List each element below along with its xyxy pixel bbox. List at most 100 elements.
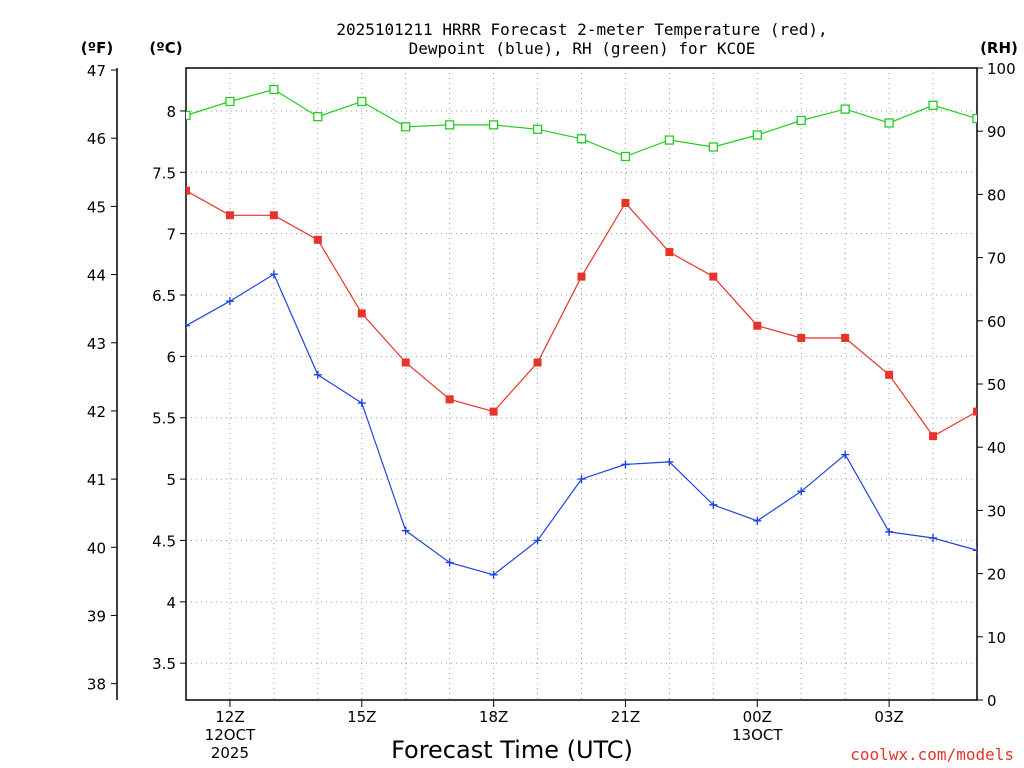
dewpoint-point [313,370,322,379]
dewpoint-point [973,546,977,555]
celsius-tick-label: 8 [166,103,176,121]
dewpoint-point [621,460,630,469]
rh-tick-label: 20 [987,566,1006,584]
rh-point [972,113,977,124]
fahrenheit-tick-label: 41 [87,471,106,489]
dewpoint-point [401,526,410,535]
temperature-point [533,358,542,367]
x-tick-label: 03Z [874,708,903,726]
rh-point [401,122,411,132]
fahrenheit-tick-label: 42 [87,403,106,421]
rh-point [313,112,323,122]
celsius-tick-label: 3.5 [152,655,176,673]
celsius-tick-label: 6 [166,348,176,366]
rh-point [928,100,938,110]
rh-point [576,134,587,144]
rh-tick-label: 90 [987,123,1006,141]
x-tick-label: 21Z [611,708,640,726]
temperature-point [186,186,190,195]
x-tick-label: 12OCT [205,726,256,744]
temperature-point [665,248,674,257]
rh-point [840,104,850,114]
temperature-point [709,272,718,281]
dewpoint-point [929,534,938,543]
temperature-point [445,395,454,404]
rh-tick-label: 10 [987,629,1006,647]
dewpoint-point [753,516,762,525]
rh-point [620,151,631,162]
fahrenheit-tick-label: 45 [87,198,106,216]
rh-point [796,115,806,126]
x-tick-label: 15Z [347,708,376,726]
rh-unit-label: (RH) [980,39,1018,57]
celsius-tick-label: 6.5 [152,287,176,305]
rh-point [357,96,367,107]
rh-tick-label: 40 [987,439,1006,457]
celsius-unit-label: (ºC) [149,39,182,57]
rh-tick-label: 80 [987,186,1006,204]
rh-tick-label: 60 [987,313,1006,331]
dewpoint-point [489,570,498,579]
dewpoint-point [186,321,190,330]
x-tick-label: 13OCT [732,726,783,744]
series-temperature [186,186,977,441]
rh-point [269,84,279,95]
series-layer [186,84,977,579]
temperature-point [929,432,938,441]
temperature-point [357,309,366,318]
temperature-point [973,407,977,416]
grid-lines [186,68,977,700]
series-rh [186,84,977,162]
rh-tick-label: 70 [987,250,1006,268]
dewpoint-point [885,527,894,536]
rh-tick-label: 30 [987,502,1006,520]
chart-title-line1: 2025101211 HRRR Forecast 2-meter Tempera… [336,20,827,39]
dewpoint-point [709,500,718,509]
dewpoint-point [665,457,674,466]
temperature-point [621,198,630,207]
dewpoint-line [186,273,977,576]
x-tick-label: 2025 [211,744,249,762]
x-tick-label: 12Z [215,708,244,726]
rh-point [884,118,894,128]
rh-point [225,96,235,107]
celsius-tick-label: 4 [166,594,176,612]
credit-text: coolwx.com/models [850,745,1014,764]
celsius-tick-label: 5 [166,471,176,489]
fahrenheit-tick-label: 46 [87,130,106,148]
chart-title-line2: Dewpoint (blue), RH (green) for KCOE [409,39,756,58]
temperature-point [269,211,278,220]
rh-point [186,110,191,121]
axes: 38 39 40 41 42 43 44 45 46 47 3.5 4 4.5 5 5.5 6 6.5 7 7.5 8… [87,60,1016,762]
rh-point [488,120,499,130]
dewpoint-point [357,399,366,408]
temperature-point [577,272,586,281]
celsius-tick-label: 5.5 [152,410,176,428]
fahrenheit-tick-label: 38 [87,676,106,694]
fahrenheit-tick-label: 40 [87,539,106,557]
dewpoint-point [577,475,586,484]
temperature-point [313,235,322,244]
fahrenheit-tick-label: 44 [87,267,106,285]
celsius-tick-label: 4.5 [152,532,176,550]
fahrenheit-tick-label: 43 [87,335,106,353]
temperature-point [885,370,894,379]
x-tick-label: 00Z [743,708,772,726]
celsius-tick-label: 7.5 [152,164,176,182]
rh-point [708,142,718,152]
dewpoint-point [225,297,234,306]
fahrenheit-unit-label: (ºF) [81,39,113,57]
temperature-point [841,333,850,342]
rh-point [664,135,675,145]
temperature-point [401,358,410,367]
celsius-tick-label: 7 [166,226,176,244]
rh-point [445,120,455,130]
temperature-point [225,211,234,220]
dewpoint-point [269,270,278,279]
temperature-point [753,321,762,330]
x-axis-label: Forecast Time (UTC) [391,736,633,764]
dewpoint-point [445,558,454,567]
temperature-point [489,407,498,416]
fahrenheit-tick-label: 39 [87,607,106,625]
